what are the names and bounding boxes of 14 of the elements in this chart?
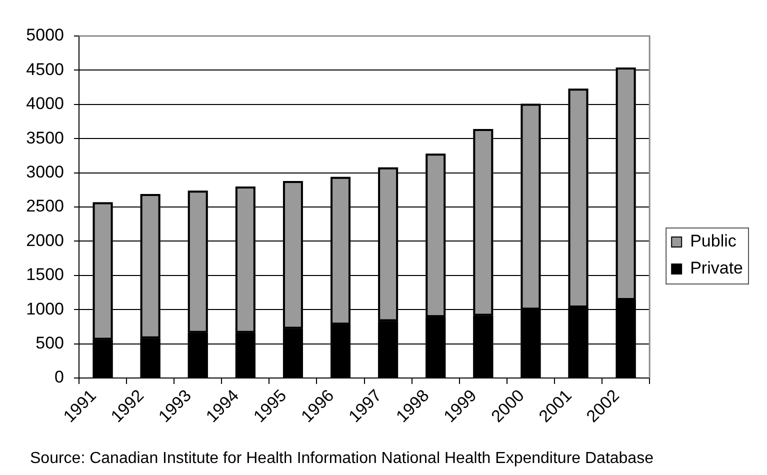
y-tick-label: 2000 <box>26 230 64 250</box>
y-tick-label: 1500 <box>26 265 64 284</box>
source-note: Source: Canadian Institute for Health Information National Health Expenditure Database <box>30 450 654 467</box>
legend-label: Public <box>690 232 737 251</box>
y-tick-label: 0 <box>54 368 64 387</box>
y-tick-label: 2500 <box>26 196 64 216</box>
y-tick-label: 500 <box>36 333 64 352</box>
y-tick-label: 3500 <box>26 128 64 148</box>
legend-label: Private <box>690 258 744 278</box>
y-tick-label: 4000 <box>26 94 64 114</box>
y-tick-label: 5000 <box>26 26 64 45</box>
y-tick-label: 4500 <box>26 60 64 79</box>
y-tick-label: 1000 <box>26 299 64 318</box>
y-tick-label: 3000 <box>26 162 64 182</box>
